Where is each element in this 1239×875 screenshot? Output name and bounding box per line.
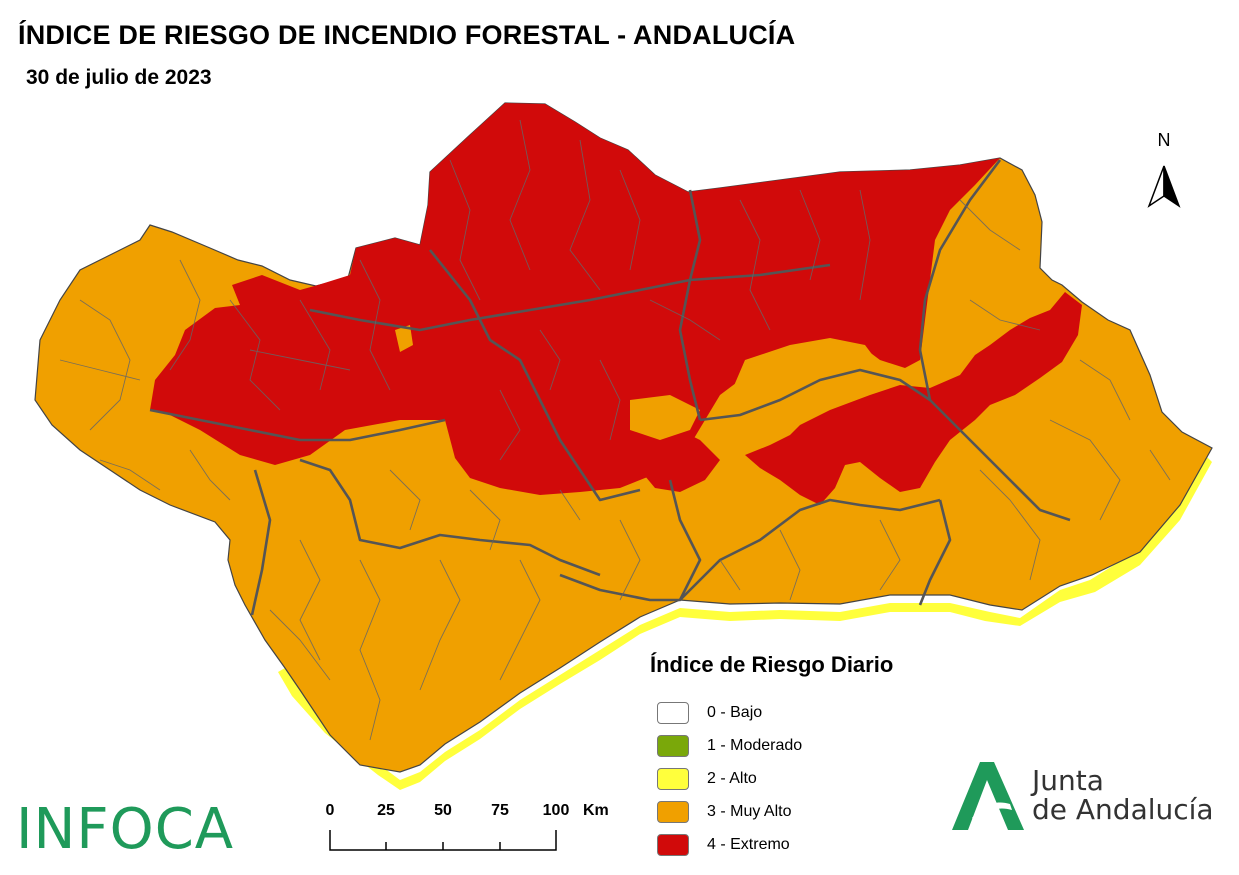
scale-bar: 0 25 50 75 100 Km xyxy=(320,800,620,860)
legend-label: 0 - Bajo xyxy=(707,703,763,721)
scale-tick-label: 100 xyxy=(542,802,570,819)
infoca-logo: INFOCA xyxy=(16,797,235,862)
junta-text: Junta de Andalucía xyxy=(1032,766,1214,824)
legend-item-bajo: 0 - Bajo xyxy=(650,696,950,729)
hole-muy-alto-2 xyxy=(630,395,700,440)
region-extremo-east xyxy=(745,292,1082,505)
scale-tick-label: 25 xyxy=(377,802,395,819)
legend-label: 1 - Moderado xyxy=(707,736,803,754)
legend-swatch xyxy=(657,833,689,856)
legend-item-moderado: 1 - Moderado xyxy=(650,729,950,762)
legend-title: Índice de Riesgo Diario xyxy=(650,652,894,677)
region-extremo-patch xyxy=(640,430,720,492)
legend-label: 4 - Extremo xyxy=(707,835,790,853)
map-date: 30 de julio de 2023 xyxy=(26,66,212,89)
legend-label: 3 - Muy Alto xyxy=(707,802,792,820)
legend-swatch xyxy=(657,767,689,790)
north-arrow: N xyxy=(1140,130,1188,210)
legend-label: 2 - Alto xyxy=(707,769,757,787)
province-boundaries xyxy=(149,159,1071,616)
legend-item-muy-alto: 3 - Muy Alto xyxy=(650,795,950,828)
legend-swatch xyxy=(657,701,689,724)
hole-muy-alto-1 xyxy=(720,338,880,445)
scale-tick-label: 0 xyxy=(325,802,335,819)
junta-emblem-icon xyxy=(952,762,1024,830)
junta-de-andalucia-logo: Junta de Andalucía xyxy=(950,756,1220,836)
legend-swatch xyxy=(657,800,689,823)
junta-line2: de Andalucía xyxy=(1032,793,1214,826)
junta-line1: Junta xyxy=(1032,764,1104,797)
map-title: ÍNDICE DE RIESGO DE INCENDIO FORESTAL - … xyxy=(18,20,796,50)
legend: Índice de Riesgo Diario 0 - Bajo 1 - Mod… xyxy=(650,652,950,861)
legend-item-extremo: 4 - Extremo xyxy=(650,828,950,861)
hole-muy-alto-3 xyxy=(395,325,413,352)
scale-bar-graphic xyxy=(329,830,557,851)
north-label: N xyxy=(1157,130,1171,150)
legend-item-alto: 2 - Alto xyxy=(650,762,950,795)
region-extremo-north xyxy=(150,103,1000,495)
legend-swatch xyxy=(657,734,689,757)
scale-tick-label: 75 xyxy=(491,802,509,819)
scale-tick-label: 50 xyxy=(434,802,452,819)
municipal-boundaries xyxy=(59,119,1171,741)
north-arrow-icon xyxy=(1147,165,1181,208)
scale-unit: Km xyxy=(583,802,609,819)
coastal-alto-zone xyxy=(278,455,1212,790)
